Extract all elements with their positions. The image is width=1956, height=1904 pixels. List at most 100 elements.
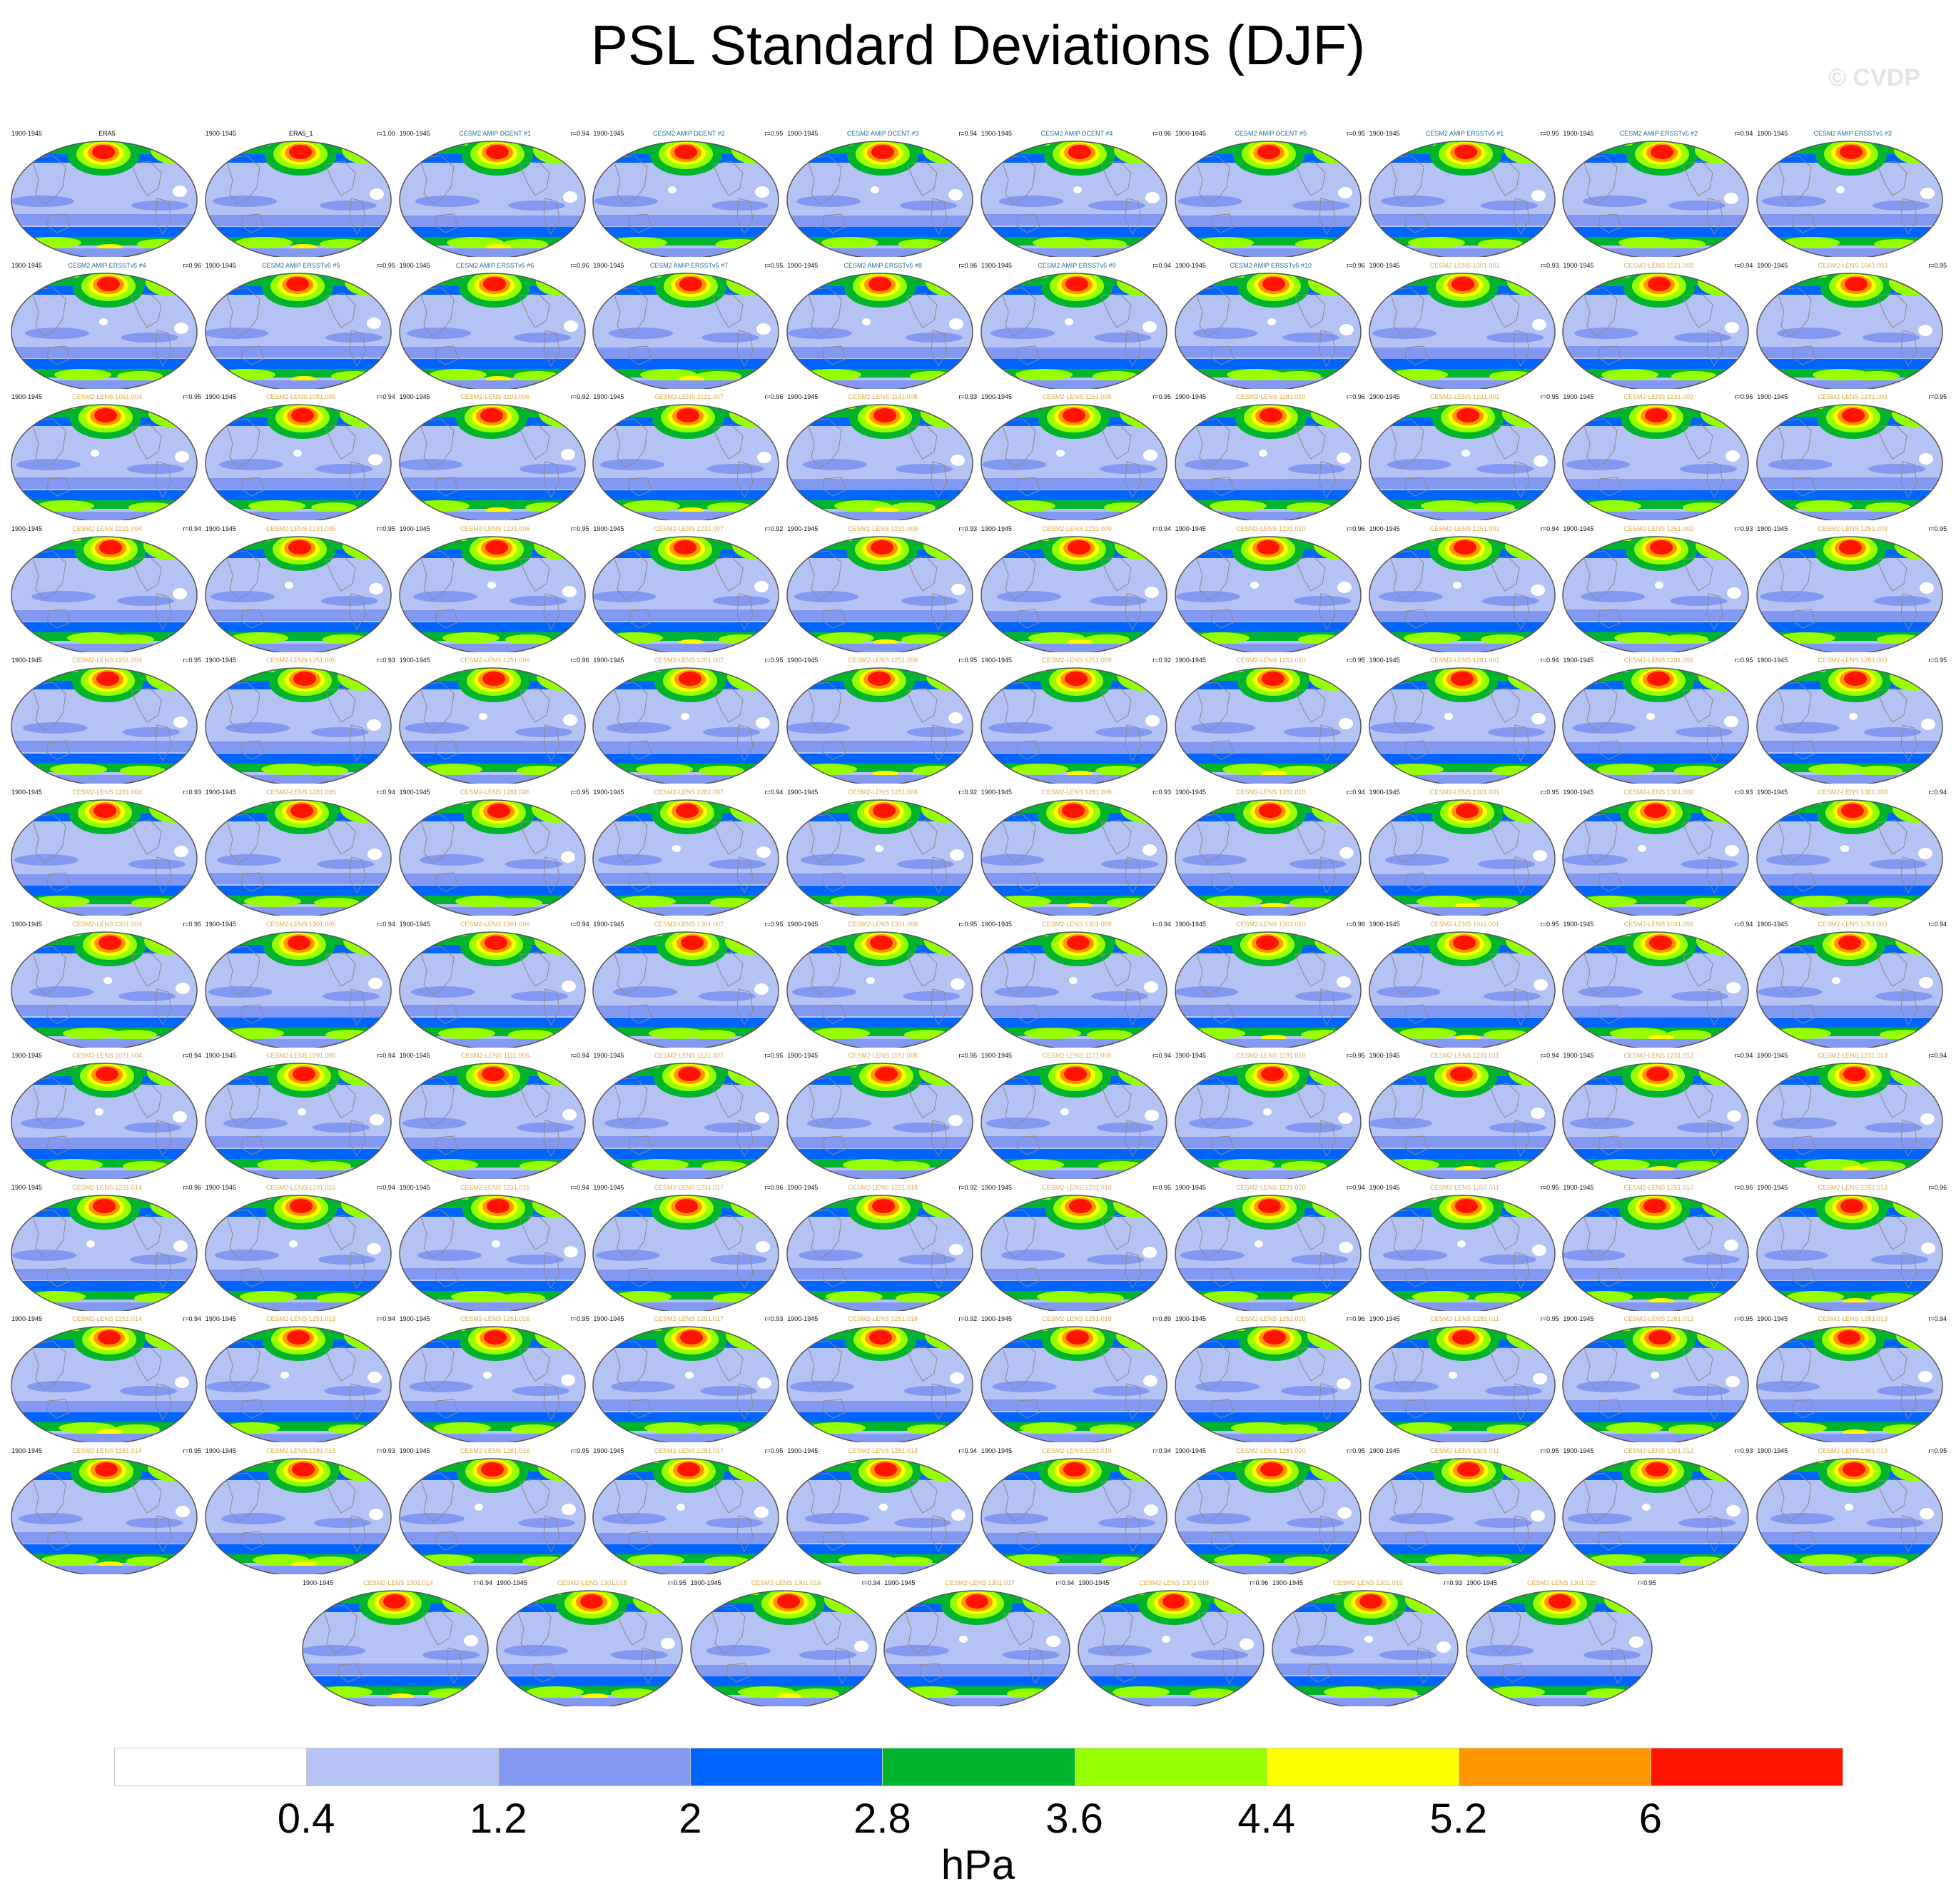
map-panel: 1900-1945 CESM2-LENS 1301.006 r=0.94 (398, 921, 592, 1048)
panel-title: CESM2-LENS 1031.002 (1623, 920, 1694, 928)
psl-stddev-map (980, 536, 1167, 652)
psl-stddev-map (1756, 404, 1943, 521)
panel-period-label: 1900-1945 (1369, 657, 1400, 664)
panel-title: CESM2-LENS 1251.007 (654, 657, 724, 664)
psl-stddev-map (1756, 1195, 1943, 1311)
colorbar-tick-label: 4.4 (1237, 1796, 1295, 1842)
panel-title: CESM2-LENS 1231.014 (72, 1183, 142, 1191)
panel-title: CESM2 AMIP ERSSTv5 #1 (1425, 130, 1504, 137)
panel-period-label: 1900-1945 (1563, 261, 1594, 269)
panel-pattern-correlation: r=0.95 (1540, 393, 1559, 401)
colorbar-box (1266, 1748, 1459, 1786)
panel-title: CESM2-LENS 1251.006 (460, 657, 530, 664)
panel-title: CESM2-LENS 1281.016 (460, 1447, 530, 1454)
panel-title: CESM2-LENS 1281.009 (1042, 789, 1112, 796)
panel-title: CESM2-LENS 1281.011 (1430, 1315, 1500, 1323)
map-panel: 1900-1945 CESM2-LENS 1251.013 r=0.96 (1755, 1184, 1950, 1311)
panel-period-label: 1900-1945 (1175, 525, 1206, 532)
map-panel: 1900-1945 CESM2-LENS 1151.008 r=0.95 (786, 1052, 980, 1180)
panel-period-label: 1900-1945 (1369, 920, 1400, 928)
psl-stddev-map (1562, 272, 1750, 389)
panel-pattern-correlation: r=0.95 (183, 393, 201, 401)
psl-stddev-map (1562, 1458, 1750, 1574)
map-panel: 1900-1945 CESM2-LENS 1281.017 r=0.95 (592, 1447, 786, 1574)
colorbar-tick-label: 2.8 (853, 1796, 911, 1842)
panel-pattern-correlation: r=0.95 (1638, 1579, 1656, 1586)
panel-title: CESM2-LENS 1251.003 (1818, 525, 1887, 532)
panel-period-label: 1900-1945 (1369, 1447, 1400, 1454)
psl-stddev-map (1368, 667, 1556, 784)
panel-pattern-correlation: r=0.95 (1734, 1183, 1753, 1191)
map-panel: 1900-1945 CESM2-LENS 1231.007 r=0.92 (592, 525, 786, 652)
panel-period-label: 1900-1945 (787, 657, 819, 664)
psl-stddev-map (1756, 931, 1943, 1048)
map-panel: 1900-1945 CESM2 AMIP ERSSTv5 #1 r=0.95 (1368, 130, 1562, 257)
panel-period-label: 1900-1945 (1563, 130, 1594, 137)
panel-pattern-correlation: r=0.94 (377, 393, 395, 401)
panel-title: CESM2-LENS 1251.002 (1623, 525, 1694, 532)
panel-pattern-correlation: r=0.95 (764, 657, 784, 664)
map-panel: 1900-1945 CESM2-LENS 1231.008 r=0.93 (786, 525, 980, 652)
map-panel: 1900-1945 CESM2-LENS 1171.009 r=0.94 (980, 1052, 1174, 1180)
colorbar (114, 1748, 1843, 1788)
panel-title: CESM2-LENS 1251.009 (1042, 657, 1112, 664)
panel-title: CESM2-LENS 1141.008 (848, 393, 918, 401)
panel-period-label: 1900-1945 (1369, 261, 1400, 269)
psl-stddev-map (1562, 799, 1750, 916)
panel-title: CESM2-LENS 1301.004 (72, 920, 142, 928)
panel-pattern-correlation: r=0.96 (1250, 1579, 1269, 1586)
map-panel: 1900-1945 CESM2-LENS 1121.007 r=0.96 (592, 393, 786, 521)
panel-title: CESM2-LENS 1301.020 (1527, 1579, 1597, 1586)
psl-stddev-map (11, 799, 198, 916)
panel-period-label: 1900-1945 (1175, 1447, 1206, 1454)
map-panel: 1900-1945 CESM2-LENS 1231.012 r=0.94 (1561, 1052, 1755, 1180)
map-panel: 1900-1945 CESM2 AMIP DCENT #5 r=0.95 (1174, 130, 1368, 257)
psl-stddev-map (205, 141, 392, 257)
panel-title: CESM2-LENS 1091.005 (266, 1052, 336, 1060)
psl-stddev-map (205, 1063, 392, 1180)
panel-title: CESM2-LENS 1281.012 (1623, 1315, 1694, 1323)
psl-stddev-map (1175, 1458, 1362, 1574)
panel-pattern-correlation: r=0.94 (1734, 261, 1753, 269)
panel-period-label: 1900-1945 (1563, 393, 1594, 401)
panel-period-label: 1900-1945 (981, 1447, 1013, 1454)
panel-title: CESM2-LENS 1251.004 (72, 657, 142, 664)
panel-pattern-correlation: r=0.94 (570, 130, 589, 137)
map-panel: 1900-1945 CESM2-LENS 1051.003 r=0.94 (1755, 921, 1950, 1048)
panel-title: CESM2 AMIP ERSSTv5 #4 (68, 261, 146, 269)
map-panel: 1900-1945 CESM2-LENS 1281.020 r=0.95 (1174, 1447, 1368, 1574)
panel-title: ERA5_1 (289, 130, 313, 137)
colorbar-tick-label: 2 (679, 1796, 702, 1842)
psl-stddev-map (1562, 667, 1750, 784)
panel-pattern-correlation: r=0.94 (861, 1579, 881, 1586)
psl-stddev-map (980, 272, 1167, 389)
map-panel: 1900-1945 CESM2-LENS 1161.009 r=0.95 (980, 393, 1174, 521)
map-panel: 1900-1945 CESM2-LENS 1231.001 r=0.95 (1368, 393, 1562, 521)
map-panel: 1900-1945 CESM2-LENS 1231.002 r=0.96 (1561, 393, 1755, 521)
map-panel: 1900-1945 CESM2-LENS 1281.013 r=0.94 (1755, 1315, 1950, 1443)
map-panel: 1900-1945 CESM2-LENS 1231.013 r=0.94 (1755, 1052, 1950, 1180)
psl-stddev-map (11, 667, 198, 784)
psl-stddev-map (1368, 1458, 1556, 1574)
psl-stddev-map (786, 799, 973, 916)
panel-pattern-correlation: r=0.96 (1347, 1315, 1365, 1323)
panel-period-label: 1900-1945 (690, 1579, 721, 1586)
psl-stddev-map (1368, 404, 1556, 521)
map-panel: 1900-1945 CESM2-LENS 1281.006 r=0.95 (398, 789, 592, 916)
panel-pattern-correlation: r=0.93 (1540, 261, 1559, 269)
panel-pattern-correlation: r=0.92 (570, 393, 589, 401)
panel-period-label: 1900-1945 (1563, 920, 1594, 928)
map-panel: 1900-1945 CESM2-LENS 1251.020 r=0.96 (1174, 1315, 1368, 1443)
panel-pattern-correlation: r=0.92 (958, 1183, 978, 1191)
panel-pattern-correlation: r=0.95 (764, 920, 784, 928)
psl-stddev-map (592, 141, 780, 257)
panel-pattern-correlation: r=0.94 (1540, 657, 1559, 664)
psl-stddev-map (592, 1195, 780, 1311)
panel-pattern-correlation: r=0.95 (1152, 393, 1171, 401)
panel-period-label: 1900-1945 (884, 1579, 916, 1586)
map-panel: 1900-1945 CESM2-LENS 1231.005 r=0.95 (204, 525, 398, 652)
map-panel: 1900-1945 CESM2-LENS 1301.003 r=0.94 (1755, 789, 1950, 916)
panel-pattern-correlation: r=0.93 (958, 525, 978, 532)
panel-pattern-correlation: r=0.95 (1928, 393, 1947, 401)
